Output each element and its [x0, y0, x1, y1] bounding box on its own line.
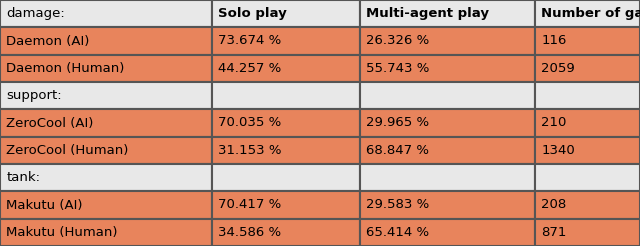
Text: 31.153 %: 31.153 % [218, 144, 282, 157]
Text: 70.035 %: 70.035 % [218, 117, 282, 129]
Text: tank:: tank: [6, 171, 40, 184]
Text: 29.965 %: 29.965 % [366, 117, 429, 129]
Bar [212, 164, 360, 191]
Text: 34.586 %: 34.586 % [218, 226, 282, 239]
Text: support:: support: [6, 89, 62, 102]
Bar [0, 82, 212, 109]
Text: Makutu (Human): Makutu (Human) [6, 226, 118, 239]
Bar [360, 0, 535, 27]
Text: 2059: 2059 [541, 62, 575, 75]
Bar [0, 137, 212, 164]
Text: Daemon (AI): Daemon (AI) [6, 34, 90, 47]
Bar [535, 27, 640, 55]
Bar [360, 55, 535, 82]
Bar [0, 0, 212, 27]
Text: 70.417 %: 70.417 % [218, 199, 282, 212]
Bar [360, 137, 535, 164]
Bar [0, 164, 212, 191]
Bar [0, 191, 212, 219]
Bar [535, 219, 640, 246]
Bar [0, 27, 212, 55]
Text: 208: 208 [541, 199, 566, 212]
Bar [360, 164, 535, 191]
Bar [535, 191, 640, 219]
Text: 29.583 %: 29.583 % [366, 199, 429, 212]
Text: 871: 871 [541, 226, 567, 239]
Text: 116: 116 [541, 34, 567, 47]
Text: 210: 210 [541, 117, 567, 129]
Text: 73.674 %: 73.674 % [218, 34, 282, 47]
Bar [535, 164, 640, 191]
Bar [360, 191, 535, 219]
Bar [212, 219, 360, 246]
Bar [535, 55, 640, 82]
Text: damage:: damage: [6, 7, 65, 20]
Bar [360, 109, 535, 137]
Text: ZeroCool (Human): ZeroCool (Human) [6, 144, 129, 157]
Text: Multi-agent play: Multi-agent play [366, 7, 490, 20]
Bar [0, 109, 212, 137]
Bar [360, 27, 535, 55]
Bar [535, 109, 640, 137]
Bar [212, 82, 360, 109]
Text: Solo play: Solo play [218, 7, 287, 20]
Bar [212, 27, 360, 55]
Bar [212, 191, 360, 219]
Text: 55.743 %: 55.743 % [366, 62, 430, 75]
Bar [212, 109, 360, 137]
Bar [0, 219, 212, 246]
Text: 1340: 1340 [541, 144, 575, 157]
Text: ZeroCool (AI): ZeroCool (AI) [6, 117, 94, 129]
Bar [535, 0, 640, 27]
Bar [0, 55, 212, 82]
Text: Daemon (Human): Daemon (Human) [6, 62, 125, 75]
Bar [360, 219, 535, 246]
Text: 26.326 %: 26.326 % [366, 34, 429, 47]
Bar [212, 0, 360, 27]
Text: 44.257 %: 44.257 % [218, 62, 282, 75]
Bar [212, 137, 360, 164]
Bar [535, 137, 640, 164]
Text: Makutu (AI): Makutu (AI) [6, 199, 83, 212]
Bar [360, 82, 535, 109]
Bar [535, 82, 640, 109]
Text: Number of games: Number of games [541, 7, 640, 20]
Bar [212, 55, 360, 82]
Text: 65.414 %: 65.414 % [366, 226, 429, 239]
Text: 68.847 %: 68.847 % [366, 144, 429, 157]
